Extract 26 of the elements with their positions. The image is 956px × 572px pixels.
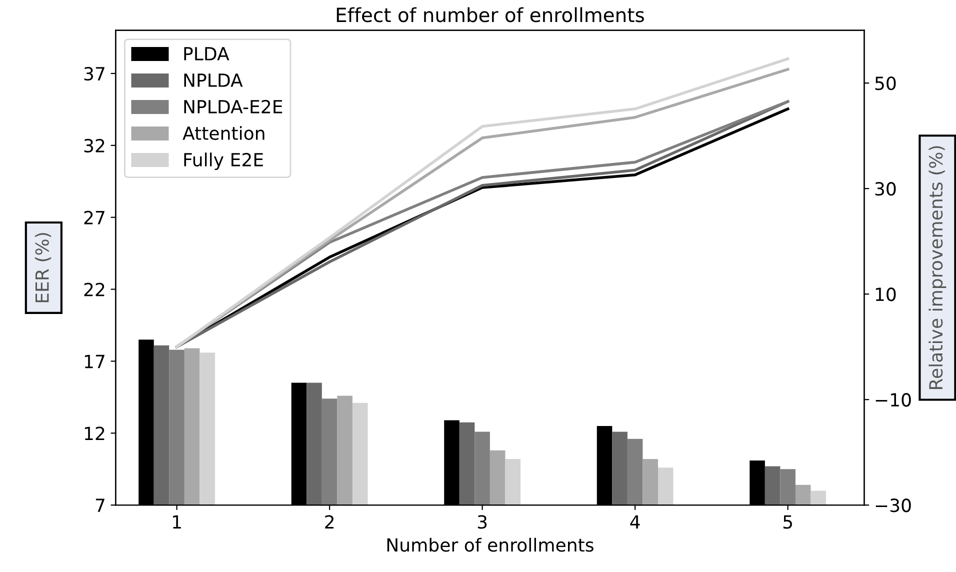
y2-tick-label: 10 [876, 288, 896, 302]
x-axis-title: Number of enrollments [387, 538, 594, 552]
y-tick-label: 22 [84, 282, 104, 296]
y-tick-label: 27 [84, 210, 104, 224]
y-tick-label: 32 [84, 138, 104, 153]
x-tick-label: 5 [783, 515, 792, 529]
y-tick-label: 7 [96, 498, 104, 512]
y-axis-title: EER (%) [34, 233, 52, 302]
y2-tick-label: −10 [876, 393, 911, 407]
legend-label: Attention [182, 126, 264, 140]
x-tick-label: 3 [478, 515, 487, 529]
chart-title: Effect of number of enrollments [336, 7, 644, 22]
legend-label: Fully E2E [184, 152, 263, 170]
y-tick-label: 12 [84, 426, 104, 440]
y-tick-label: 17 [84, 354, 104, 368]
x-tick-label: 4 [630, 515, 640, 529]
legend-label: NPLDA-E2E [184, 100, 282, 114]
x-tick-label: 1 [173, 515, 181, 529]
legend-label: PLDA [184, 47, 230, 60]
y2-tick-label: −30 [876, 498, 911, 512]
y2-tick-label: 50 [875, 76, 896, 90]
y-tick-label: 37 [84, 66, 104, 81]
legend-label: NPLDA [184, 74, 243, 87]
x-tick-label: 2 [325, 515, 334, 529]
y2-tick-label: 30 [875, 182, 896, 196]
y2-axis-title: Relative improvements (%) [928, 146, 946, 389]
